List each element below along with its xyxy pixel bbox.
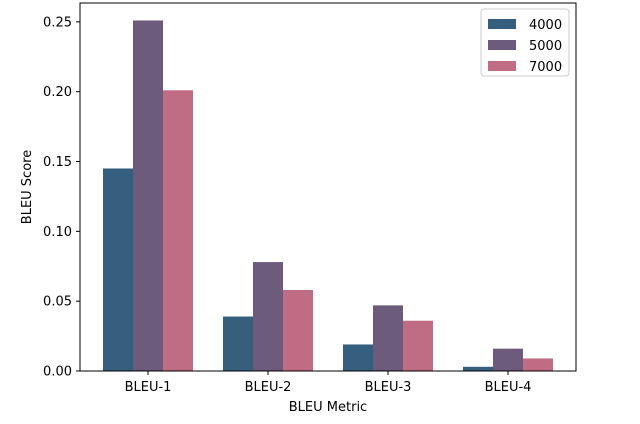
y-axis: 0.00 0.05 0.10 0.15 0.20 0.25 — [43, 15, 80, 380]
y-tick-label: 0.05 — [43, 295, 72, 310]
bar-4000-bleu-2 — [223, 316, 253, 371]
x-tick-label: BLEU-4 — [485, 380, 532, 395]
x-axis: BLEU-1 BLEU-2 BLEU-3 BLEU-4 — [125, 371, 532, 395]
y-axis-label: BLEU Score — [20, 150, 35, 224]
plot-frame — [79, 2, 577, 372]
legend: 4000 5000 7000 — [480, 8, 570, 77]
y-tick-label: 0.20 — [43, 85, 72, 100]
bar-5000-bleu-3 — [373, 305, 403, 371]
legend-swatch-7000 — [488, 61, 516, 71]
y-tick-label: 0.10 — [43, 225, 72, 240]
x-tick-label: BLEU-1 — [125, 380, 172, 395]
legend-label-5000: 5000 — [529, 39, 562, 54]
legend-swatch-4000 — [488, 19, 516, 29]
bar-5000-bleu-4 — [493, 348, 523, 371]
bar-5000-bleu-1 — [133, 20, 163, 371]
x-tick-label: BLEU-2 — [245, 380, 292, 395]
bar-7000-bleu-1 — [163, 90, 193, 371]
legend-label-7000: 7000 — [529, 60, 562, 75]
bar-4000-bleu-4 — [463, 366, 493, 371]
y-tick-label: 0.25 — [43, 15, 72, 30]
bar-5000-bleu-2 — [253, 262, 283, 371]
y-tick-label: 0.15 — [43, 155, 72, 170]
x-axis-label: BLEU Metric — [289, 400, 367, 415]
bar-4000-bleu-3 — [343, 344, 373, 371]
bar-4000-bleu-1 — [103, 168, 133, 371]
bar-7000-bleu-2 — [283, 289, 313, 371]
bars-group — [103, 20, 553, 371]
legend-label-4000: 4000 — [529, 18, 562, 33]
bar-7000-bleu-3 — [403, 320, 433, 371]
bar-7000-bleu-4 — [523, 358, 553, 371]
x-tick-label: BLEU-3 — [365, 380, 412, 395]
y-tick-label: 0.00 — [43, 365, 72, 380]
legend-swatch-5000 — [488, 40, 516, 50]
